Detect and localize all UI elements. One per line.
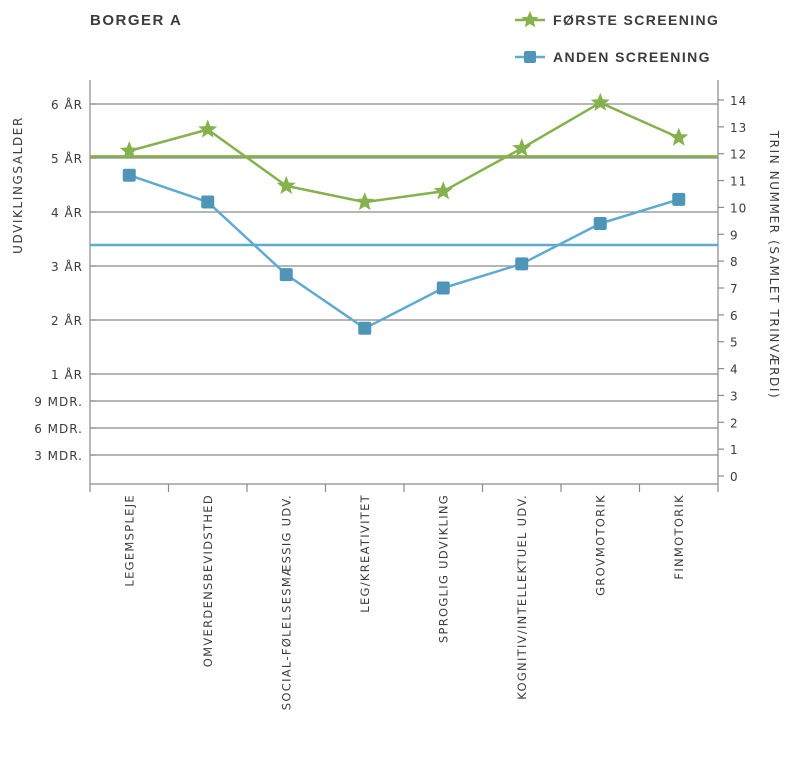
gridlines [90,103,718,456]
left-tick-label: 3 MDR. [34,449,83,463]
right-tick-label: 9 [730,228,739,242]
data-point-first-screening [119,141,139,160]
left-axis-label: UDVIKLINGSALDER [11,116,25,254]
left-tick-label: 6 ÅR [51,97,83,112]
right-tick-label: 12 [730,148,747,162]
data-point-second-screening [593,217,607,231]
right-tick-label: 5 [730,336,739,350]
data-point-first-screening [590,92,610,111]
category-label: KOGNITIV/INTELLEKTUEL UDV. [515,494,529,700]
category-label: LEGEMSPLEJE [122,494,136,587]
right-tick-label: 13 [730,121,747,135]
series [119,92,689,335]
category-labels: LEGEMSPLEJE OMVERDENSBEVIDSTHED SOCIAL-FØL… [122,494,686,710]
data-point-first-screening [276,175,296,194]
left-tick-label: 6 MDR. [34,422,83,436]
series-line-first-screening [128,101,680,204]
data-point-first-screening [355,192,375,211]
right-tick-label: 1 [730,443,739,457]
data-point-second-screening [358,321,372,335]
data-point-second-screening [279,268,293,282]
right-tick-label: 3 [730,389,739,403]
category-label: OMVERDENSBEVIDSTHED [201,494,215,667]
right-tick-label: 14 [730,94,747,108]
category-label: GROVMOTORIK [593,494,607,596]
data-point-second-screening [201,195,215,209]
legend: FØRSTE SCREENING ANDEN SCREENING [515,11,719,65]
right-tick-label: 11 [730,175,747,189]
left-tick-label: 2 ÅR [51,313,83,328]
left-tick-label: 9 MDR. [34,395,83,409]
category-label: LEG/KREATIVITET [358,494,372,613]
left-tick-label: 1 ÅR [51,367,83,382]
data-point-first-screening [669,127,689,146]
series-line-second-screening [128,174,680,330]
category-label: FINMOTORIK [672,494,686,580]
right-tick-label: 8 [730,255,739,269]
right-tick-label: 10 [730,201,747,215]
legend-item-second-screening: ANDEN SCREENING [515,49,711,65]
left-tick-label: 3 ÅR [51,259,83,274]
legend-label-first-screening: FØRSTE SCREENING [553,12,719,28]
right-tick-label: 7 [730,282,739,296]
data-point-second-screening [672,192,686,206]
category-label: SPROGLIG UDVIKLING [436,494,450,643]
reference-lines [90,155,718,247]
category-label: SOCIAL-FØLELSESMÆSSIG UDV. [279,494,293,710]
data-point-second-screening [515,257,529,271]
square-icon [524,51,536,63]
right-tick-label: 4 [730,363,739,377]
left-tick-label: 4 ÅR [51,205,83,220]
star-icon [521,11,539,28]
data-point-second-screening [436,281,450,295]
right-tick-label: 2 [730,416,739,430]
data-point-first-screening [198,119,218,138]
chart-title: BORGER A [90,12,182,29]
axes [89,80,719,492]
right-tick-label: 0 [730,470,739,484]
legend-item-first-screening: FØRSTE SCREENING [515,11,719,28]
data-point-first-screening [433,181,453,200]
left-tick-label: 5 ÅR [51,151,83,166]
left-axis-ticks: 3 MDR. 6 MDR. 9 MDR. 1 ÅR 2 ÅR 3 ÅR 4 ÅR 5 ÅR 6 … [34,97,83,463]
right-tick-label: 6 [730,309,739,323]
data-point-second-screening [122,168,136,182]
data-point-first-screening [512,138,532,157]
legend-label-second-screening: ANDEN SCREENING [553,49,711,65]
right-axis-label: TRIN NUMMER (SAMLET TRINVÆRDI) [767,130,781,400]
